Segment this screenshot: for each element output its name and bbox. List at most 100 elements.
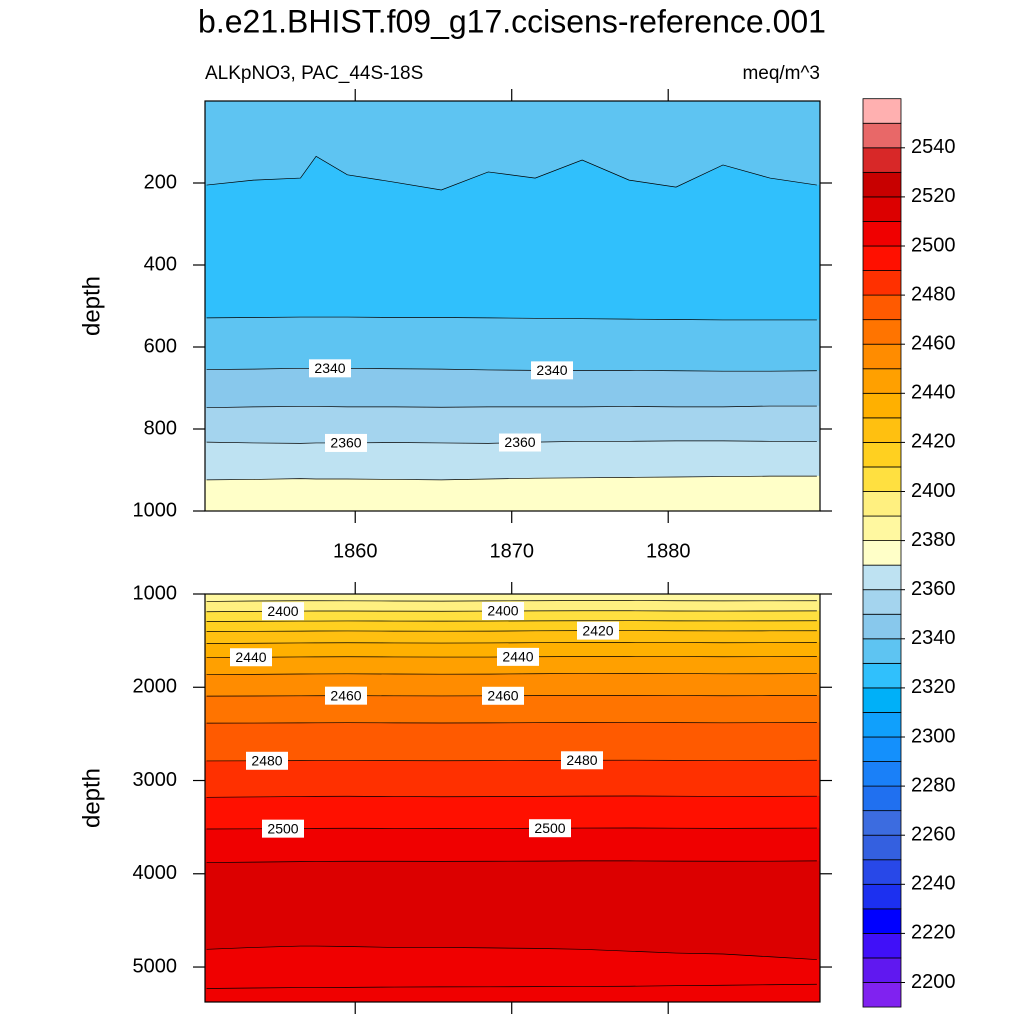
- contour-label: 2360: [504, 434, 535, 450]
- colorbar-box: [862, 712, 902, 738]
- contour-label-box: [325, 686, 367, 705]
- contour-label: 2440: [502, 649, 533, 665]
- contour-fill: [205, 759, 820, 798]
- x-tick-label: 1880: [646, 540, 691, 562]
- colorbar-label: 2280: [911, 774, 956, 796]
- colorbar-box: [862, 368, 902, 394]
- colorbar-box: [862, 122, 902, 149]
- colorbar-label: 2360: [911, 578, 956, 600]
- colorbar-box: [862, 883, 902, 910]
- plot-frame: [204, 100, 821, 512]
- colorbar-box: [862, 221, 902, 247]
- contour-line: [206, 440, 817, 444]
- colorbar-box: [862, 859, 902, 885]
- colorbar-box: [862, 343, 902, 370]
- colorbar-label: 2480: [911, 283, 956, 305]
- colorbar-label: 2540: [911, 136, 956, 158]
- panel: 2400 2400 2420 2440 2440 2460 2460 2480 2480 2500…: [205, 594, 820, 1002]
- panel: 2340 2340 2360 2360: [205, 101, 820, 511]
- contour-label-box: [499, 433, 541, 452]
- colorbar-box: [862, 171, 902, 198]
- contour-fill: [205, 475, 820, 511]
- contour-line: [206, 405, 817, 409]
- colorbar-box: [862, 515, 902, 541]
- contour-label-box: [529, 819, 571, 838]
- contour-label: 2440: [235, 649, 266, 665]
- colorbar-box: [862, 761, 902, 787]
- contour-line: [206, 673, 817, 676]
- contour-label-box: [577, 621, 619, 640]
- colorbar-box: [862, 957, 902, 983]
- colorbar-box: [862, 810, 902, 836]
- contour-label: 2460: [330, 687, 361, 703]
- contour-label-box: [262, 602, 304, 621]
- colorbar-box: [862, 491, 902, 517]
- colorbar-box: [862, 441, 902, 468]
- colorbar-box: [862, 564, 902, 591]
- colorbar-box: [862, 662, 902, 689]
- chart-title: b.e21.BHIST.f09_g17.ccisens-reference.00…: [198, 3, 826, 39]
- colorbar-box: [862, 785, 902, 812]
- contour-line: [206, 630, 817, 632]
- contour-label: 2400: [267, 603, 298, 619]
- contour-fill: [205, 620, 820, 632]
- contour-fill: [205, 368, 820, 408]
- y-tick-label: 4000: [133, 862, 178, 884]
- contour-label-box: [309, 359, 351, 378]
- colorbar-box: [862, 319, 902, 345]
- contour-line: [206, 795, 817, 798]
- colorbar-label: 2320: [911, 676, 956, 698]
- contour-label: 2500: [267, 820, 298, 836]
- contour-fill: [205, 630, 820, 644]
- contour-line: [206, 367, 817, 372]
- y-tick-label: 5000: [133, 955, 178, 977]
- colorbar-label: 2400: [911, 480, 956, 502]
- colorbar-box: [862, 196, 902, 222]
- contour-line: [206, 475, 817, 481]
- contour-label: 2500: [534, 820, 565, 836]
- colorbar-box: [862, 736, 902, 762]
- contour-label-box: [531, 361, 573, 380]
- y-tick-label: 2000: [133, 676, 178, 698]
- contour-label: 2460: [487, 687, 518, 703]
- contour-line: [206, 722, 817, 724]
- y-tick-label: 400: [144, 253, 177, 275]
- contour-label: 2400: [487, 603, 518, 619]
- y-tick-label: 200: [144, 171, 177, 193]
- contour-fill: [205, 594, 820, 602]
- colorbar-box: [862, 589, 902, 615]
- x-tick-label: 1870: [489, 540, 534, 562]
- colorbar-box: [862, 908, 902, 934]
- y-tick-label: 3000: [133, 769, 178, 791]
- contour-line: [206, 656, 817, 658]
- colorbar-box: [862, 933, 902, 959]
- contour-label-box: [482, 686, 524, 705]
- colorbar-box: [862, 982, 902, 1008]
- colorbar-box: [862, 540, 902, 566]
- colorbar-box: [862, 417, 902, 443]
- colorbar-label: 2520: [911, 185, 956, 207]
- contour-line: [206, 155, 817, 191]
- contour-label: 2340: [314, 360, 345, 376]
- contour-label-box: [497, 647, 539, 666]
- x-tick-label: 1860: [333, 540, 378, 562]
- colorbar-box: [862, 270, 902, 296]
- colorbar-label: 2420: [911, 431, 956, 453]
- contour-label: 2420: [582, 622, 613, 638]
- contour-label-box: [230, 648, 272, 667]
- contour-label: 2480: [566, 752, 597, 768]
- contour-line: [206, 316, 817, 321]
- colorbar-label: 2500: [911, 234, 956, 256]
- colorbar-box: [862, 466, 902, 492]
- contour-label-box: [246, 751, 288, 770]
- y-tick-label: 1000: [133, 582, 178, 604]
- contour-fill: [205, 722, 820, 762]
- contour-line: [206, 620, 817, 622]
- colorbar-box: [862, 392, 902, 419]
- y-tick-label: 1000: [133, 499, 178, 521]
- contour-line: [206, 827, 817, 830]
- colorbar-box: [862, 638, 902, 664]
- contour-line: [206, 945, 817, 960]
- subtitle-right: meq/m^3: [742, 63, 820, 84]
